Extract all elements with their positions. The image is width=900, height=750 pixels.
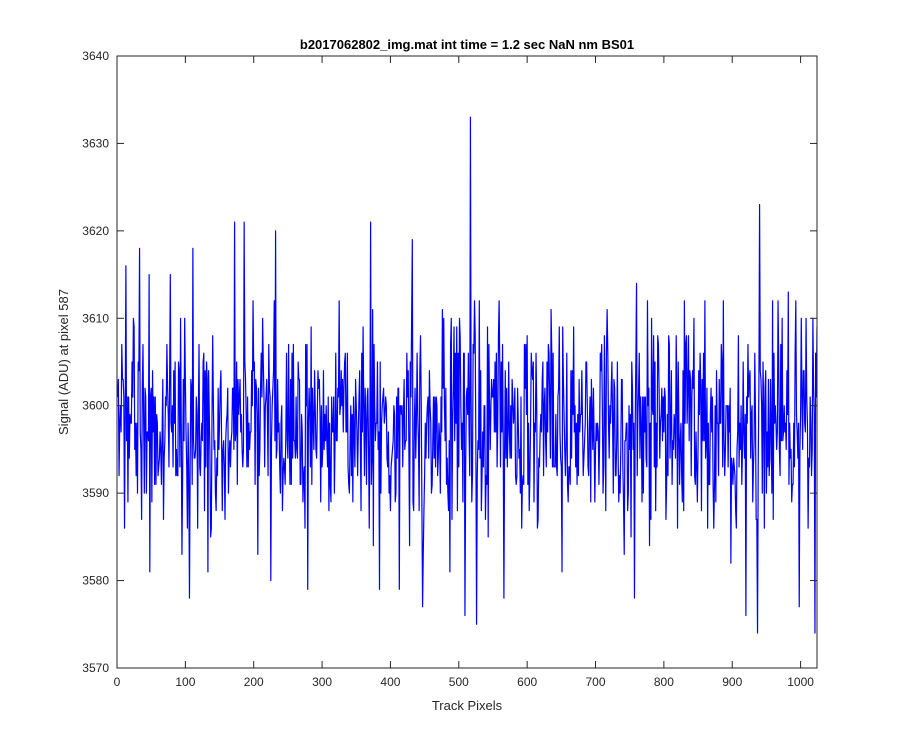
y-tick-label: 3640 — [82, 49, 109, 63]
y-tick-label: 3580 — [82, 574, 109, 588]
y-tick-label: 3630 — [82, 136, 109, 150]
x-tick-label: 800 — [654, 675, 674, 689]
x-tick-label: 700 — [586, 675, 606, 689]
y-tick-label: 3610 — [82, 311, 109, 325]
x-tick-label: 400 — [380, 675, 400, 689]
series-line — [117, 116, 817, 634]
x-tick-label: 1000 — [787, 675, 814, 689]
x-tick-label: 600 — [517, 675, 537, 689]
plot-area — [117, 56, 817, 668]
y-tick-label: 3590 — [82, 486, 109, 500]
x-tick-label: 900 — [722, 675, 742, 689]
series-layer — [117, 116, 817, 634]
x-tick-label: 300 — [312, 675, 332, 689]
y-tick-label: 3600 — [82, 399, 109, 413]
axes-box — [116, 55, 818, 669]
y-tick-label: 3620 — [82, 224, 109, 238]
ticks-layer: 0 100 200 300 400 500 600 700 800 900 1000 3570 3580… — [82, 49, 817, 689]
x-axis-label: Track Pixels — [432, 698, 503, 713]
axes-layer — [116, 55, 818, 669]
x-tick-label: 0 — [114, 675, 121, 689]
y-tick-label: 3570 — [82, 661, 109, 675]
y-axis-label: Signal (ADU) at pixel 587 — [56, 289, 71, 435]
x-tick-label: 200 — [244, 675, 264, 689]
chart-title: b2017062802_img.mat int time = 1.2 sec N… — [300, 37, 634, 52]
x-tick-label: 100 — [175, 675, 195, 689]
x-tick-label: 500 — [449, 675, 469, 689]
